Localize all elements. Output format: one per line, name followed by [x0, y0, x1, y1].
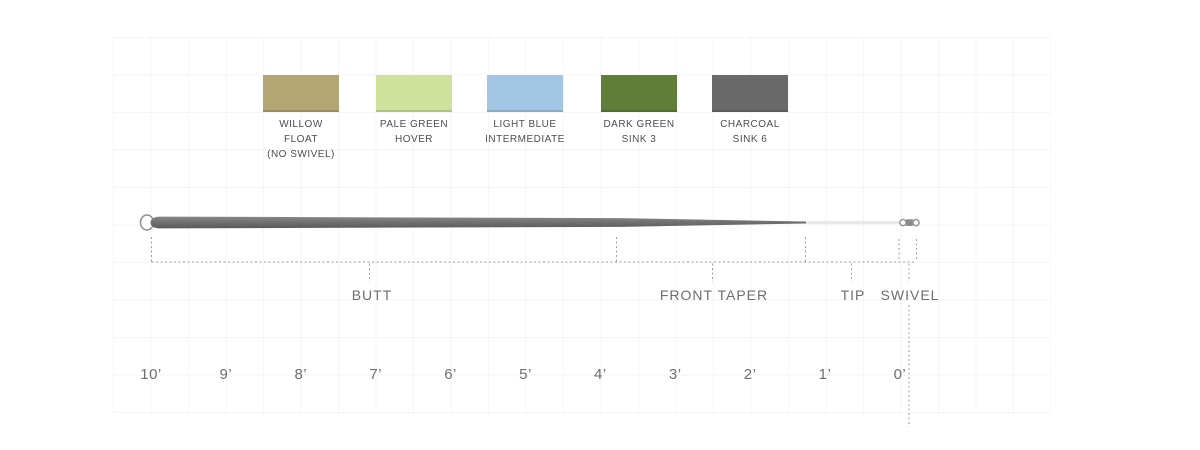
ruler: 10’ 9’ 8’ 7’ 6’ 5’ 4’ 3’ 2’ 1’ 0’	[136, 366, 915, 383]
line-body	[150, 216, 806, 229]
swivel-icon	[899, 218, 920, 227]
ruler-tick: 8’	[294, 366, 308, 383]
swatch-label: LIGHT BLUE INTERMEDIATE	[485, 119, 565, 145]
swatch-color-block	[376, 75, 452, 112]
ruler-tick: 5’	[519, 366, 532, 383]
color-swatch-pale-green-hover: PALE GREEN HOVER	[376, 75, 452, 145]
section-label-front-taper: FRONT TAPER	[659, 287, 769, 303]
section-label-tip: TIP	[840, 287, 866, 303]
measurement-lines	[151, 237, 917, 427]
color-swatch-dark-green-sink3: DARK GREEN SINK 3	[601, 75, 677, 145]
ruler-tick: 0’	[893, 366, 907, 383]
swatch-label: PALE GREEN HOVER	[379, 119, 449, 145]
ruler-tick: 10’	[140, 366, 162, 383]
ruler-tick: 2’	[743, 366, 757, 383]
color-swatch-charcoal-sink6: CHARCOAL SINK 6	[712, 75, 788, 145]
section-label-butt: BUTT	[351, 287, 393, 303]
ruler-tick: 4’	[594, 366, 607, 383]
ruler-tick: 1’	[818, 366, 832, 383]
ruler-tick: 3’	[668, 366, 682, 383]
swatch-color-block	[487, 75, 563, 112]
swatch-label: WILLOW FLOAT (NO SWIVEL)	[267, 119, 335, 160]
swatch-label: CHARCOAL SINK 6	[720, 119, 780, 145]
color-swatch-willow-float: WILLOW FLOAT (NO SWIVEL)	[263, 75, 339, 160]
ruler-tick: 7’	[369, 366, 383, 383]
color-swatch-light-blue-intermediate: LIGHT BLUE INTERMEDIATE	[485, 75, 564, 145]
swatch-color-block	[601, 75, 677, 112]
line-tip	[806, 221, 900, 225]
swatch-color-block	[712, 75, 788, 112]
swatch-label: DARK GREEN SINK 3	[603, 119, 675, 145]
section-label-swivel: SWIVEL	[880, 287, 940, 303]
ruler-tick: 9’	[219, 366, 233, 383]
swatch-color-block	[263, 75, 339, 112]
ruler-tick: 6’	[444, 366, 457, 383]
